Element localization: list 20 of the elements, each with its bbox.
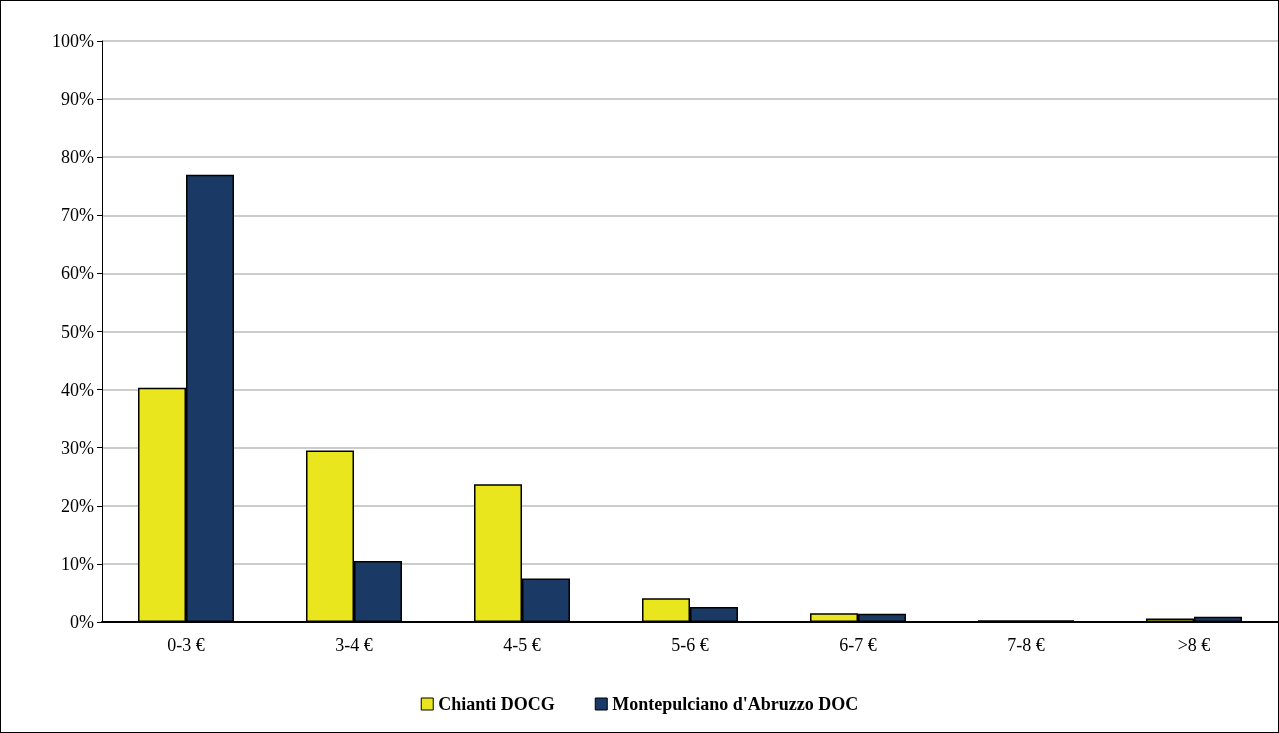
y-tick-label: 90% (61, 89, 94, 110)
x-tick-label: 5-6 € (671, 635, 709, 655)
x-tick-label: 0-3 € (167, 635, 205, 655)
y-tick-label: 60% (61, 263, 94, 284)
x-tick-label: 6-7 € (839, 635, 877, 655)
y-tick-label: 10% (61, 553, 94, 574)
y-tick-label: 100% (52, 31, 94, 51)
x-tick-label: >8 € (1177, 635, 1211, 655)
y-tick-label: 70% (61, 205, 94, 226)
x-tick-label: 7-8 € (1007, 635, 1045, 655)
y-tick-label: 30% (61, 437, 94, 458)
y-tick-label: 40% (61, 379, 94, 400)
legend-label: Montepulciano d'Abruzzo DOC (612, 694, 859, 714)
legend-label: Chianti DOCG (438, 694, 555, 714)
y-tick-label: 0% (70, 612, 94, 632)
y-tick-label: 20% (61, 495, 94, 516)
y-tick-label: 50% (61, 321, 94, 342)
x-tick-label: 4-5 € (503, 635, 541, 655)
y-tick-label: 80% (61, 147, 94, 168)
x-tick-label: 3-4 € (335, 635, 373, 655)
